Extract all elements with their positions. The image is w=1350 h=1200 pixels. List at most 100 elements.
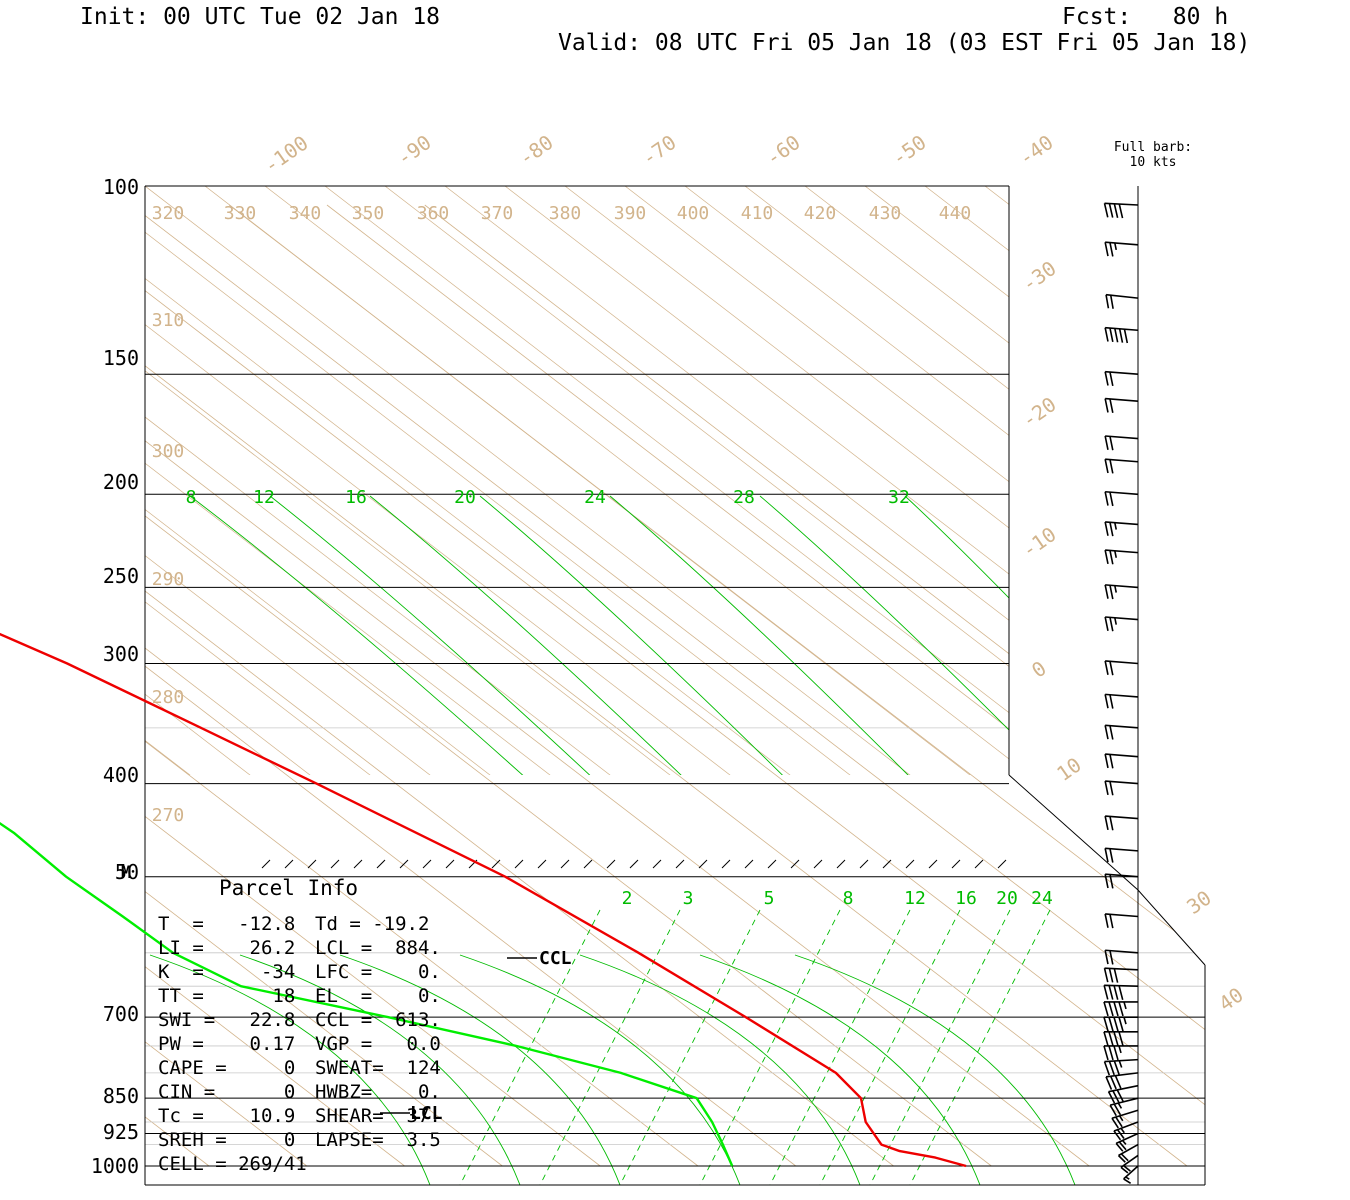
barb-feather xyxy=(1103,1061,1111,1076)
hatch-mark xyxy=(836,859,846,869)
wind-barb xyxy=(1104,616,1139,632)
barb-feather xyxy=(1118,1141,1127,1151)
isotherm-label: -30 xyxy=(1017,256,1060,296)
mixing-ratio-dashed xyxy=(539,909,681,1185)
hatch-mark xyxy=(997,859,1007,869)
hatch-mark xyxy=(583,859,593,869)
adiabat-line xyxy=(145,324,731,775)
isentrope-label: 350 xyxy=(352,203,385,224)
wind-barb xyxy=(1103,1001,1138,1017)
isotherm-line xyxy=(145,775,699,1167)
hatch-mark xyxy=(307,859,317,869)
barb-feather xyxy=(1109,242,1114,257)
adiabat-line xyxy=(145,231,851,775)
barb-feather xyxy=(1104,950,1109,965)
mixing-ratio-curve xyxy=(189,495,524,775)
wind-barb xyxy=(1103,202,1139,219)
wind-barb xyxy=(1104,370,1139,387)
barb-feather xyxy=(1108,1001,1114,1017)
barb-feather xyxy=(1109,950,1114,965)
mixing-ratio-label: 16 xyxy=(955,888,977,909)
isotherm-line xyxy=(424,775,1205,1167)
hatch-mark xyxy=(675,859,685,869)
barb-feather xyxy=(1104,725,1109,740)
adiabat-line xyxy=(804,186,1009,344)
hatch-mark xyxy=(491,859,501,869)
barb-feather xyxy=(1103,1001,1109,1017)
isotherm-line xyxy=(145,775,992,1167)
barb-feather xyxy=(1113,1016,1119,1032)
moist-adiabat-curve xyxy=(794,954,1076,1185)
pressure-tick-label: 300 xyxy=(103,642,139,666)
mixing-ratio-label: 5 xyxy=(764,888,775,909)
mixing-ratio-dashed xyxy=(769,909,911,1185)
hatch-mark xyxy=(560,859,570,869)
wind-barb xyxy=(1105,293,1139,309)
mixing-ratio-label: 32 xyxy=(888,487,910,508)
barb-feather xyxy=(1116,1129,1125,1139)
barb-feather xyxy=(1107,1091,1116,1104)
pressure-tick-label: 200 xyxy=(103,470,139,494)
barb-feather xyxy=(1113,1060,1120,1075)
wind-barb xyxy=(1120,1154,1139,1174)
isotherm-line xyxy=(0,205,13,1166)
hatch-mark xyxy=(537,859,547,869)
adiabat-line xyxy=(145,555,431,775)
hatch-mark xyxy=(330,859,340,869)
wind-barb xyxy=(1104,435,1139,451)
barb-feather xyxy=(1104,848,1109,863)
isotherm-line xyxy=(145,515,483,775)
barb-feather xyxy=(1109,491,1114,507)
parcel-row-right: CCL = 613. xyxy=(315,1009,441,1031)
barb-feather xyxy=(1109,585,1114,600)
parcel-info-title: Parcel Info xyxy=(219,876,358,900)
pressure-tick-label: 1000 xyxy=(91,1154,139,1178)
adiabat-line xyxy=(145,370,671,775)
isotherm-line xyxy=(0,205,111,1166)
wind-barb xyxy=(1113,1121,1139,1141)
isotherm-line xyxy=(145,775,1205,1167)
barb-feather xyxy=(1118,1001,1124,1017)
barb-feather xyxy=(1109,522,1114,537)
barb-feather xyxy=(1109,459,1114,474)
mixing-ratio-label: 12 xyxy=(253,487,275,508)
adiabat-line xyxy=(264,186,1009,760)
moist-adiabat-curve xyxy=(149,954,431,1185)
level-hatch-marks xyxy=(261,859,1007,869)
barb-feather xyxy=(1104,242,1109,257)
barb-feather xyxy=(1103,203,1109,218)
barb-feather xyxy=(1113,1031,1119,1047)
wind-barb xyxy=(1103,1058,1139,1076)
hatch-mark xyxy=(859,859,869,869)
temperature-trace xyxy=(0,632,967,1168)
adiabat-line xyxy=(384,186,1009,667)
hatch-mark xyxy=(629,859,639,869)
hatch-mark xyxy=(652,859,662,869)
mixing-ratio-label: 8 xyxy=(186,487,197,508)
isotherm-line xyxy=(145,440,581,775)
barb-feather xyxy=(1113,985,1119,1000)
isotherm-line xyxy=(326,775,1205,1167)
pressure-tick-label: 400 xyxy=(103,763,139,787)
wind-barb xyxy=(1104,693,1139,709)
barb-feather xyxy=(1123,1178,1132,1184)
level-markers: CCL LCL M xyxy=(121,863,572,1124)
parcel-row-right: Td = -19.2 xyxy=(315,913,429,935)
frame-diagonal-2 xyxy=(1137,889,1206,966)
barb-feather xyxy=(1109,694,1114,709)
barb-feather xyxy=(1109,550,1114,565)
barb-feather xyxy=(1109,1104,1117,1117)
barb-feather xyxy=(1104,694,1109,709)
parcel-row-right: SWEAT= 124 xyxy=(315,1057,441,1079)
barb-feather xyxy=(1112,1090,1120,1103)
barb-feather xyxy=(1113,1001,1119,1017)
mixing-ratio-curve xyxy=(904,495,1009,599)
barb-feather xyxy=(1109,617,1114,632)
barb-feather xyxy=(1109,436,1114,451)
mixing-ratio-label: 3 xyxy=(683,888,694,909)
hatch-mark xyxy=(744,859,754,869)
barb-feather xyxy=(1104,780,1109,796)
parcel-row-left: SREH = 0 xyxy=(158,1129,295,1151)
wind-barb xyxy=(1104,521,1139,537)
